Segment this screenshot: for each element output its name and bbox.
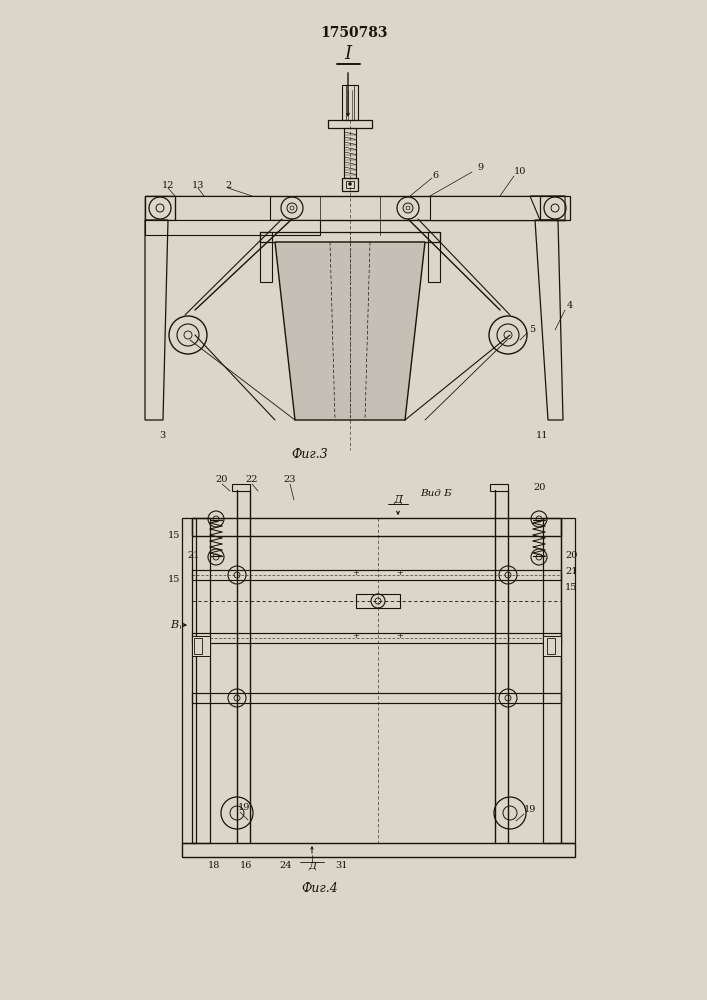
Text: Фиг.4: Фиг.4 xyxy=(302,882,339,894)
Text: +: + xyxy=(397,632,404,640)
Text: 2: 2 xyxy=(225,180,231,190)
Text: +: + xyxy=(353,632,359,640)
Text: 20: 20 xyxy=(534,483,547,491)
Text: 19: 19 xyxy=(524,806,536,814)
Bar xyxy=(145,196,175,220)
Text: 10: 10 xyxy=(514,167,526,176)
Text: 13: 13 xyxy=(192,180,204,190)
Bar xyxy=(192,570,561,580)
Polygon shape xyxy=(430,196,565,220)
Bar xyxy=(260,232,440,242)
Bar xyxy=(543,518,561,843)
Bar xyxy=(342,178,358,191)
Text: 15: 15 xyxy=(168,576,180,584)
Bar xyxy=(232,484,250,491)
Text: 4: 4 xyxy=(567,300,573,310)
Text: 23: 23 xyxy=(284,476,296,485)
Text: +: + xyxy=(397,569,404,577)
Bar xyxy=(182,843,575,857)
Text: 20: 20 xyxy=(565,550,578,560)
Polygon shape xyxy=(145,220,320,235)
Polygon shape xyxy=(275,242,425,420)
Text: 31: 31 xyxy=(336,861,349,870)
Bar xyxy=(561,518,575,843)
Text: Фиг.3: Фиг.3 xyxy=(291,448,328,462)
Text: 22: 22 xyxy=(246,476,258,485)
Bar xyxy=(344,128,356,178)
Text: В: В xyxy=(170,620,178,630)
Bar xyxy=(428,232,440,282)
Bar xyxy=(547,638,555,654)
Text: Д: Д xyxy=(308,861,316,870)
Text: 15: 15 xyxy=(168,530,180,540)
Text: 24: 24 xyxy=(280,861,292,870)
Bar xyxy=(346,181,354,188)
Bar xyxy=(192,518,210,843)
Text: 18: 18 xyxy=(208,861,220,870)
Text: 19: 19 xyxy=(238,804,250,812)
Text: Вид Б: Вид Б xyxy=(420,489,452,498)
Polygon shape xyxy=(145,196,270,220)
Text: 15: 15 xyxy=(565,584,578,592)
Text: 16: 16 xyxy=(240,861,252,870)
Bar xyxy=(182,518,196,843)
Bar xyxy=(192,633,561,643)
Text: 1750783: 1750783 xyxy=(320,26,387,40)
Text: 20: 20 xyxy=(216,476,228,485)
Bar xyxy=(356,594,400,608)
Text: +: + xyxy=(353,569,359,577)
Bar xyxy=(194,638,202,654)
Text: 11: 11 xyxy=(536,430,548,440)
Text: 21: 21 xyxy=(565,568,578,576)
Bar xyxy=(543,636,561,656)
Text: 12: 12 xyxy=(162,180,174,190)
Text: Д: Д xyxy=(394,495,402,505)
Text: 21: 21 xyxy=(188,550,200,560)
Bar xyxy=(540,196,570,220)
Bar xyxy=(328,120,372,128)
Text: 3: 3 xyxy=(159,430,165,440)
Circle shape xyxy=(349,182,351,186)
Bar xyxy=(490,484,508,491)
Bar xyxy=(260,232,272,282)
Bar xyxy=(145,196,565,220)
Bar xyxy=(342,85,358,120)
Text: I: I xyxy=(344,45,351,63)
Bar xyxy=(192,636,210,656)
Bar xyxy=(192,693,561,703)
Text: 9: 9 xyxy=(477,163,483,172)
Text: 5: 5 xyxy=(529,326,535,334)
Text: 6: 6 xyxy=(432,170,438,180)
Bar xyxy=(192,518,561,536)
